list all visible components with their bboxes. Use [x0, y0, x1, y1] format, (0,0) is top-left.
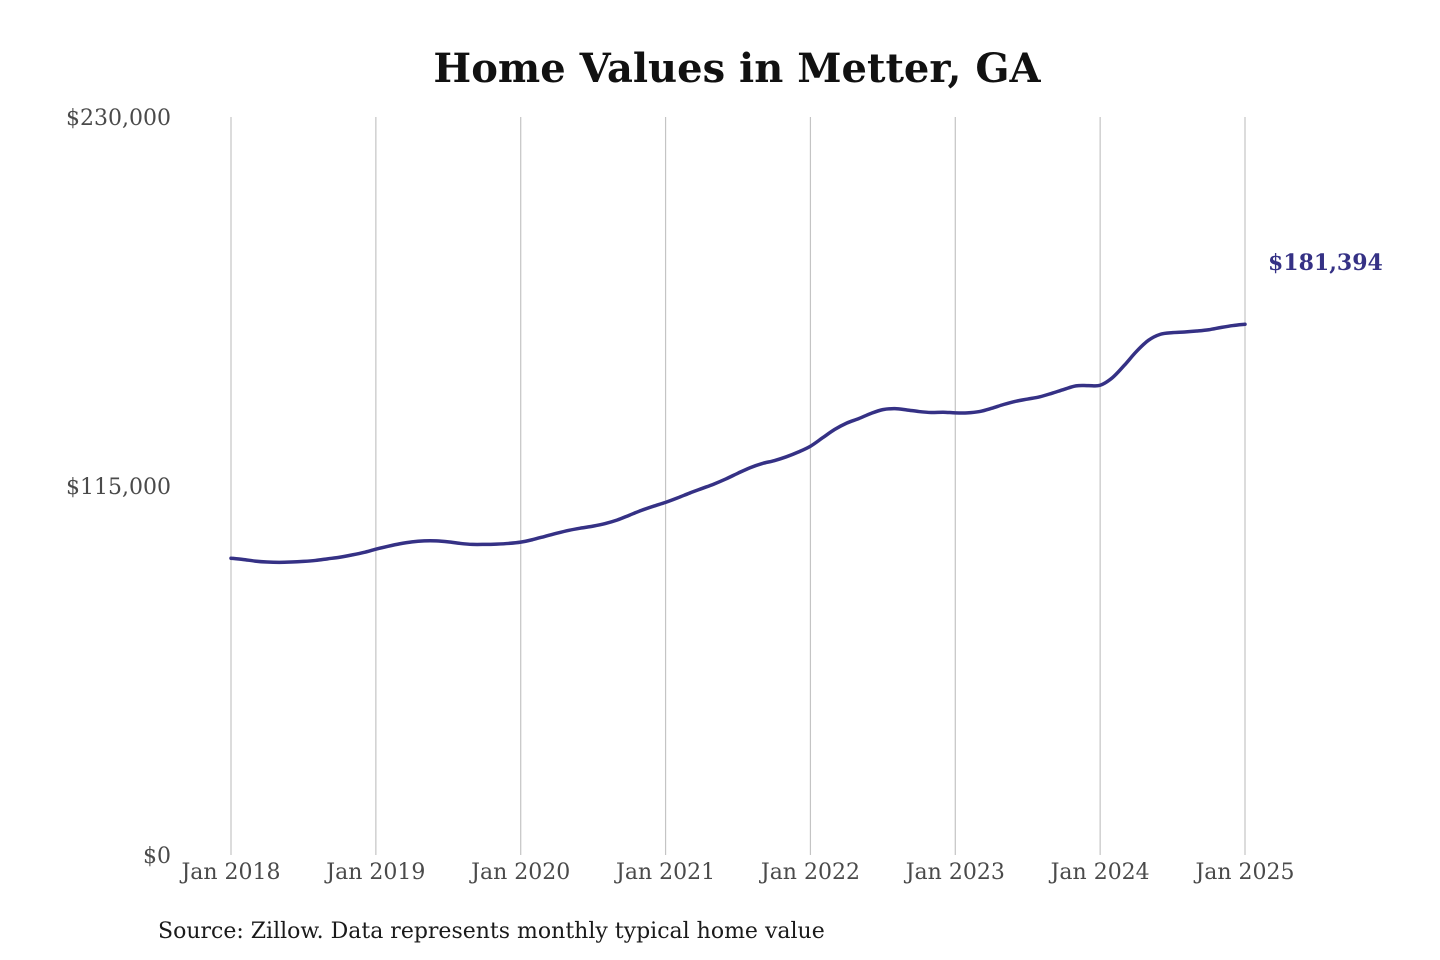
x-tick-label-2: Jan 2020 — [469, 860, 570, 885]
series-line-0 — [229, 322, 1247, 565]
x-tick-label-6: Jan 2024 — [1049, 860, 1150, 885]
gridlines — [230, 117, 1246, 855]
y-tick-label-0: $0 — [143, 844, 171, 869]
x-tick-label-0: Jan 2018 — [179, 860, 280, 885]
x-tick-label-3: Jan 2021 — [614, 860, 715, 885]
series-layer — [229, 322, 1247, 565]
source-note: Source: Zillow. Data represents monthly … — [158, 919, 825, 944]
x-axis-ticks: Jan 2018 Jan 2019 Jan 2020 Jan 2021 Jan 2022… — [179, 860, 1294, 885]
x-tick-label-4: Jan 2022 — [759, 860, 860, 885]
chart-title: Home Values in Metter, GA — [433, 45, 1041, 92]
x-tick-label-1: Jan 2019 — [324, 860, 425, 885]
y-tick-label-2: $230,000 — [66, 106, 171, 131]
x-tick-label-7: Jan 2025 — [1193, 860, 1294, 885]
end-value-label: $181,394 — [1268, 250, 1383, 276]
y-tick-label-1: $115,000 — [66, 475, 171, 500]
x-tick-label-5: Jan 2023 — [904, 860, 1005, 885]
y-axis-ticks: $0 $115,000 $230,000 — [66, 106, 171, 869]
